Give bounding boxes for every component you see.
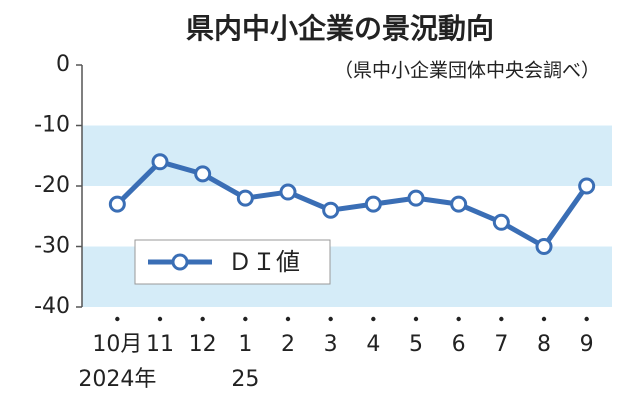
data-point: [535, 238, 553, 255]
data-point: [151, 153, 169, 171]
x-tick-label: 6: [452, 332, 466, 357]
shaded-band: [82, 125, 612, 186]
x-tick-dot: [456, 316, 461, 322]
x-tick-label: 10月: [92, 332, 142, 357]
legend: ＤＩ値: [134, 239, 331, 285]
x-tick-dot: [413, 316, 419, 322]
x-tick-label: 3: [324, 332, 338, 357]
y-tick-label: 0: [56, 52, 70, 77]
data-point: [236, 189, 254, 207]
x-tick-dot: [200, 316, 205, 322]
data-point: [322, 201, 340, 219]
data-point: [194, 165, 212, 183]
data-point: [578, 177, 596, 195]
x-tick-dot: [371, 316, 376, 322]
data-point: [279, 183, 297, 201]
legend-label: ＤＩ値: [228, 248, 300, 276]
x-tick-dot: [115, 316, 120, 322]
x-year-label: 25: [231, 367, 259, 392]
data-point: [407, 189, 425, 207]
data-point: [108, 195, 126, 213]
x-tick-label: 11: [146, 332, 174, 357]
x-tick-label: 12: [189, 332, 217, 357]
y-tick-label: -40: [34, 294, 70, 319]
x-tick-label: 2: [281, 332, 295, 357]
chart-subtitle: （県中小企業団体中央会調べ）: [334, 60, 600, 82]
x-tick-label: 8: [537, 332, 551, 357]
data-point: [450, 195, 468, 213]
data-point: [364, 195, 382, 213]
x-year-label: 2024年: [78, 367, 156, 392]
x-tick-label: 7: [494, 332, 508, 357]
chart-title: 県内中小企業の景況動向: [186, 12, 494, 45]
x-tick-dot: [541, 316, 547, 322]
x-tick-label: 5: [409, 332, 423, 357]
x-tick-dot: [584, 316, 589, 322]
y-tick-label: -30: [34, 234, 70, 259]
x-tick-dot: [157, 316, 163, 322]
y-tick-label: -20: [34, 173, 70, 198]
x-tick-label: 4: [366, 332, 380, 357]
legend-marker: [171, 253, 189, 271]
y-tick-label: -10: [34, 113, 70, 138]
x-tick-dot: [243, 316, 248, 322]
x-tick-dot: [328, 316, 333, 322]
x-tick-label: 1: [238, 332, 252, 357]
x-tick-label: 9: [580, 332, 594, 357]
x-tick-dot: [499, 316, 504, 322]
x-tick-dot: [285, 316, 291, 322]
data-point: [492, 213, 510, 231]
